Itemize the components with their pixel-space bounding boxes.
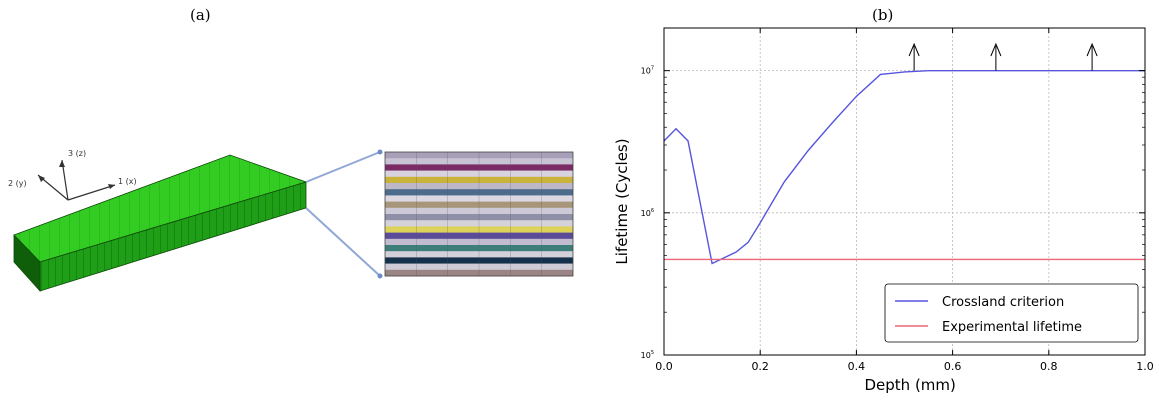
x-tick-label: 0.0	[655, 360, 673, 373]
legend: Crossland criterion Experimental lifetime	[884, 283, 1139, 343]
x-tick-label: 0.2	[751, 360, 769, 373]
x-tick-label: 0.4	[848, 360, 866, 373]
runout-arrow-icon	[908, 42, 920, 57]
x-axis-arrow	[67, 184, 116, 201]
beam-model-figure: 1 (x) 2 (y) 3 (z)	[8, 149, 574, 293]
z-axis-label: 3 (z)	[68, 149, 86, 158]
plot-frame	[663, 27, 1146, 356]
zoom-point-top	[377, 149, 383, 155]
zoom-line-top	[305, 151, 381, 183]
panel-label-a: (a)	[190, 6, 211, 24]
x-axis-title: Depth (mm)	[865, 376, 956, 394]
axes-triad: 1 (x) 2 (y) 3 (z)	[8, 149, 137, 201]
layer-stack	[384, 151, 574, 277]
beam-end-face	[13, 234, 41, 293]
z-arrowhead-icon	[59, 160, 65, 167]
y-tick-label: 106	[641, 208, 654, 218]
x-tick-label: 0.6	[944, 360, 962, 373]
runout-arrow-icon	[990, 42, 1002, 57]
x-tick-label: 1.0	[1136, 360, 1154, 373]
zoom-point-bottom	[377, 273, 383, 279]
legend-label: Experimental lifetime	[942, 320, 1082, 335]
zoom-connectors	[305, 149, 383, 279]
y-tick-label: 105	[641, 350, 654, 360]
y-axis-label: 2 (y)	[8, 179, 27, 188]
x-axis-label: 1 (x)	[118, 177, 137, 186]
zoom-line-bottom	[305, 207, 381, 277]
legend-label: Crossland criterion	[942, 295, 1064, 310]
y-axis-title: Lifetime (Cycles)	[613, 138, 631, 264]
panel-label-b: (b)	[872, 6, 894, 24]
legend-box	[884, 283, 1139, 343]
x-arrowhead-icon	[108, 184, 115, 189]
y-arrowhead-icon	[38, 175, 45, 182]
runout-arrow-icon	[1086, 42, 1098, 57]
layer-stack-border	[384, 151, 574, 277]
x-tick-label: 0.8	[1040, 360, 1058, 373]
y-tick-label: 107	[641, 66, 654, 76]
series-line	[663, 69, 1145, 265]
